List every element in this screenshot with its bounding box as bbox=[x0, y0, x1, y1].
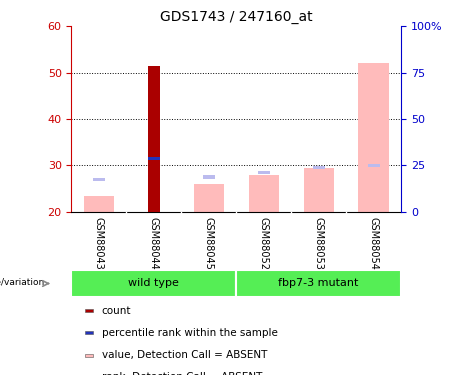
Text: GSM88053: GSM88053 bbox=[313, 216, 324, 269]
Text: GSM88045: GSM88045 bbox=[204, 216, 214, 269]
Bar bbox=[85, 354, 93, 357]
Bar bbox=[359, 63, 389, 212]
Bar bbox=[148, 66, 160, 212]
Text: wild type: wild type bbox=[129, 279, 179, 288]
Text: count: count bbox=[101, 306, 131, 316]
Bar bbox=[71, 270, 236, 297]
Bar bbox=[93, 178, 105, 181]
Text: fbp7-3 mutant: fbp7-3 mutant bbox=[278, 279, 359, 288]
Text: GSM88054: GSM88054 bbox=[369, 216, 378, 269]
Text: GSM88044: GSM88044 bbox=[149, 216, 159, 269]
Text: rank, Detection Call = ABSENT: rank, Detection Call = ABSENT bbox=[101, 372, 262, 375]
Bar bbox=[194, 184, 224, 212]
Bar bbox=[313, 166, 325, 170]
Text: GSM88052: GSM88052 bbox=[259, 216, 269, 270]
Bar bbox=[248, 175, 279, 212]
Text: value, Detection Call = ABSENT: value, Detection Call = ABSENT bbox=[101, 350, 267, 360]
Bar bbox=[85, 309, 93, 312]
Bar bbox=[148, 157, 160, 160]
Bar bbox=[258, 171, 270, 174]
Text: GSM88043: GSM88043 bbox=[94, 216, 104, 269]
Title: GDS1743 / 247160_at: GDS1743 / 247160_at bbox=[160, 10, 313, 24]
Bar bbox=[367, 164, 380, 167]
Text: genotype/variation: genotype/variation bbox=[0, 279, 44, 288]
Bar bbox=[84, 196, 114, 212]
Bar bbox=[203, 176, 215, 179]
Bar bbox=[303, 168, 334, 212]
Text: percentile rank within the sample: percentile rank within the sample bbox=[101, 328, 278, 338]
Bar bbox=[85, 332, 93, 334]
Bar bbox=[236, 270, 401, 297]
